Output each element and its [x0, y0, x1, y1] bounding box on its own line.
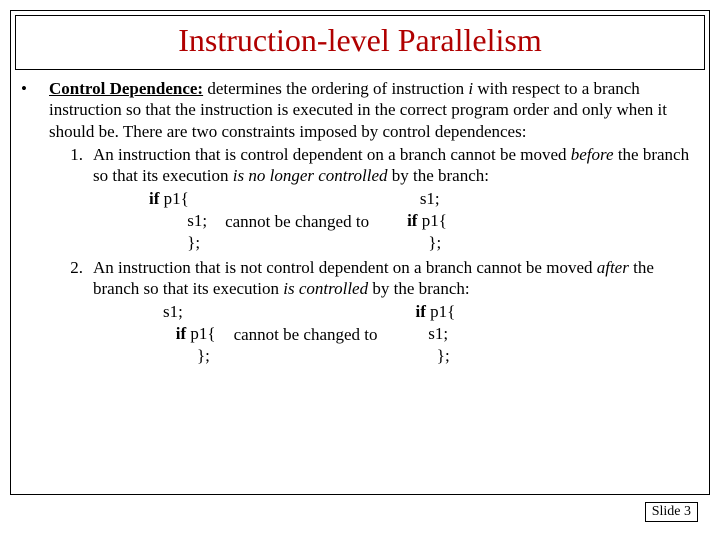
code2-left: s1; if p1{ }; — [163, 301, 216, 367]
c1r2b: if — [407, 211, 422, 230]
term: Control Dependence: — [49, 79, 203, 98]
num-2-body: An instruction that is not control depen… — [93, 257, 699, 368]
c1r2r: p1{ — [422, 211, 447, 230]
slide-title: Instruction-level Parallelism — [178, 22, 541, 58]
num-1: 1. — [49, 144, 93, 187]
code2-right: if p1{ s1; }; — [416, 301, 456, 367]
num-1-body: An instruction that is control dependent… — [93, 144, 699, 187]
i2-t1: An instruction that is not control depen… — [93, 258, 597, 277]
code1-left: if p1{ s1; }; — [149, 188, 207, 254]
i2-ital2: is controlled — [283, 279, 368, 298]
c2l3: }; — [163, 346, 210, 365]
i1-ital1: before — [571, 145, 614, 164]
i1-t1: An instruction that is control dependent… — [93, 145, 571, 164]
c1l2: s1; — [149, 211, 207, 230]
i1-ital2: is no longer controlled — [233, 166, 388, 185]
c1r1: s1; — [407, 189, 440, 208]
c1r3: }; — [407, 233, 441, 252]
c2l2b: if — [163, 324, 190, 343]
code-example-2: s1; if p1{ }; cannot be changed to if p1… — [93, 301, 699, 367]
c2r2: s1; — [416, 324, 449, 343]
numbered-item-2: 2. An instruction that is not control de… — [21, 257, 699, 368]
c1l3: }; — [149, 233, 200, 252]
bullet-marker: • — [21, 78, 49, 255]
c2r1r: p1{ — [430, 302, 455, 321]
code-example-1: if p1{ s1; }; cannot be changed to s1; i… — [49, 188, 699, 254]
bullet-item: • Control Dependence: determines the ord… — [21, 78, 699, 255]
c1l1b: if — [149, 189, 164, 208]
bullet-body: Control Dependence: determines the order… — [49, 78, 699, 255]
num-2: 2. — [49, 257, 93, 368]
c2r1b: if — [416, 302, 431, 321]
i2-t3: by the branch: — [368, 279, 470, 298]
i2-ital1: after — [597, 258, 629, 277]
def-p1: determines the ordering of instruction — [203, 79, 468, 98]
code1-mid: cannot be changed to — [207, 211, 387, 232]
c1l1r: p1{ — [164, 189, 189, 208]
title-box: Instruction-level Parallelism — [15, 15, 705, 70]
slide-frame: Instruction-level Parallelism • Control … — [10, 10, 710, 495]
code2-mid: cannot be changed to — [216, 324, 396, 345]
c2l2r: p1{ — [190, 324, 215, 343]
numbered-item-1: 1. An instruction that is control depend… — [49, 144, 699, 187]
code1-right: s1; if p1{ }; — [407, 188, 447, 254]
content-area: • Control Dependence: determines the ord… — [11, 70, 709, 371]
i1-t3: by the branch: — [387, 166, 489, 185]
c2l1: s1; — [163, 302, 183, 321]
c2r3: }; — [416, 346, 450, 365]
slide-number: Slide 3 — [645, 502, 698, 522]
